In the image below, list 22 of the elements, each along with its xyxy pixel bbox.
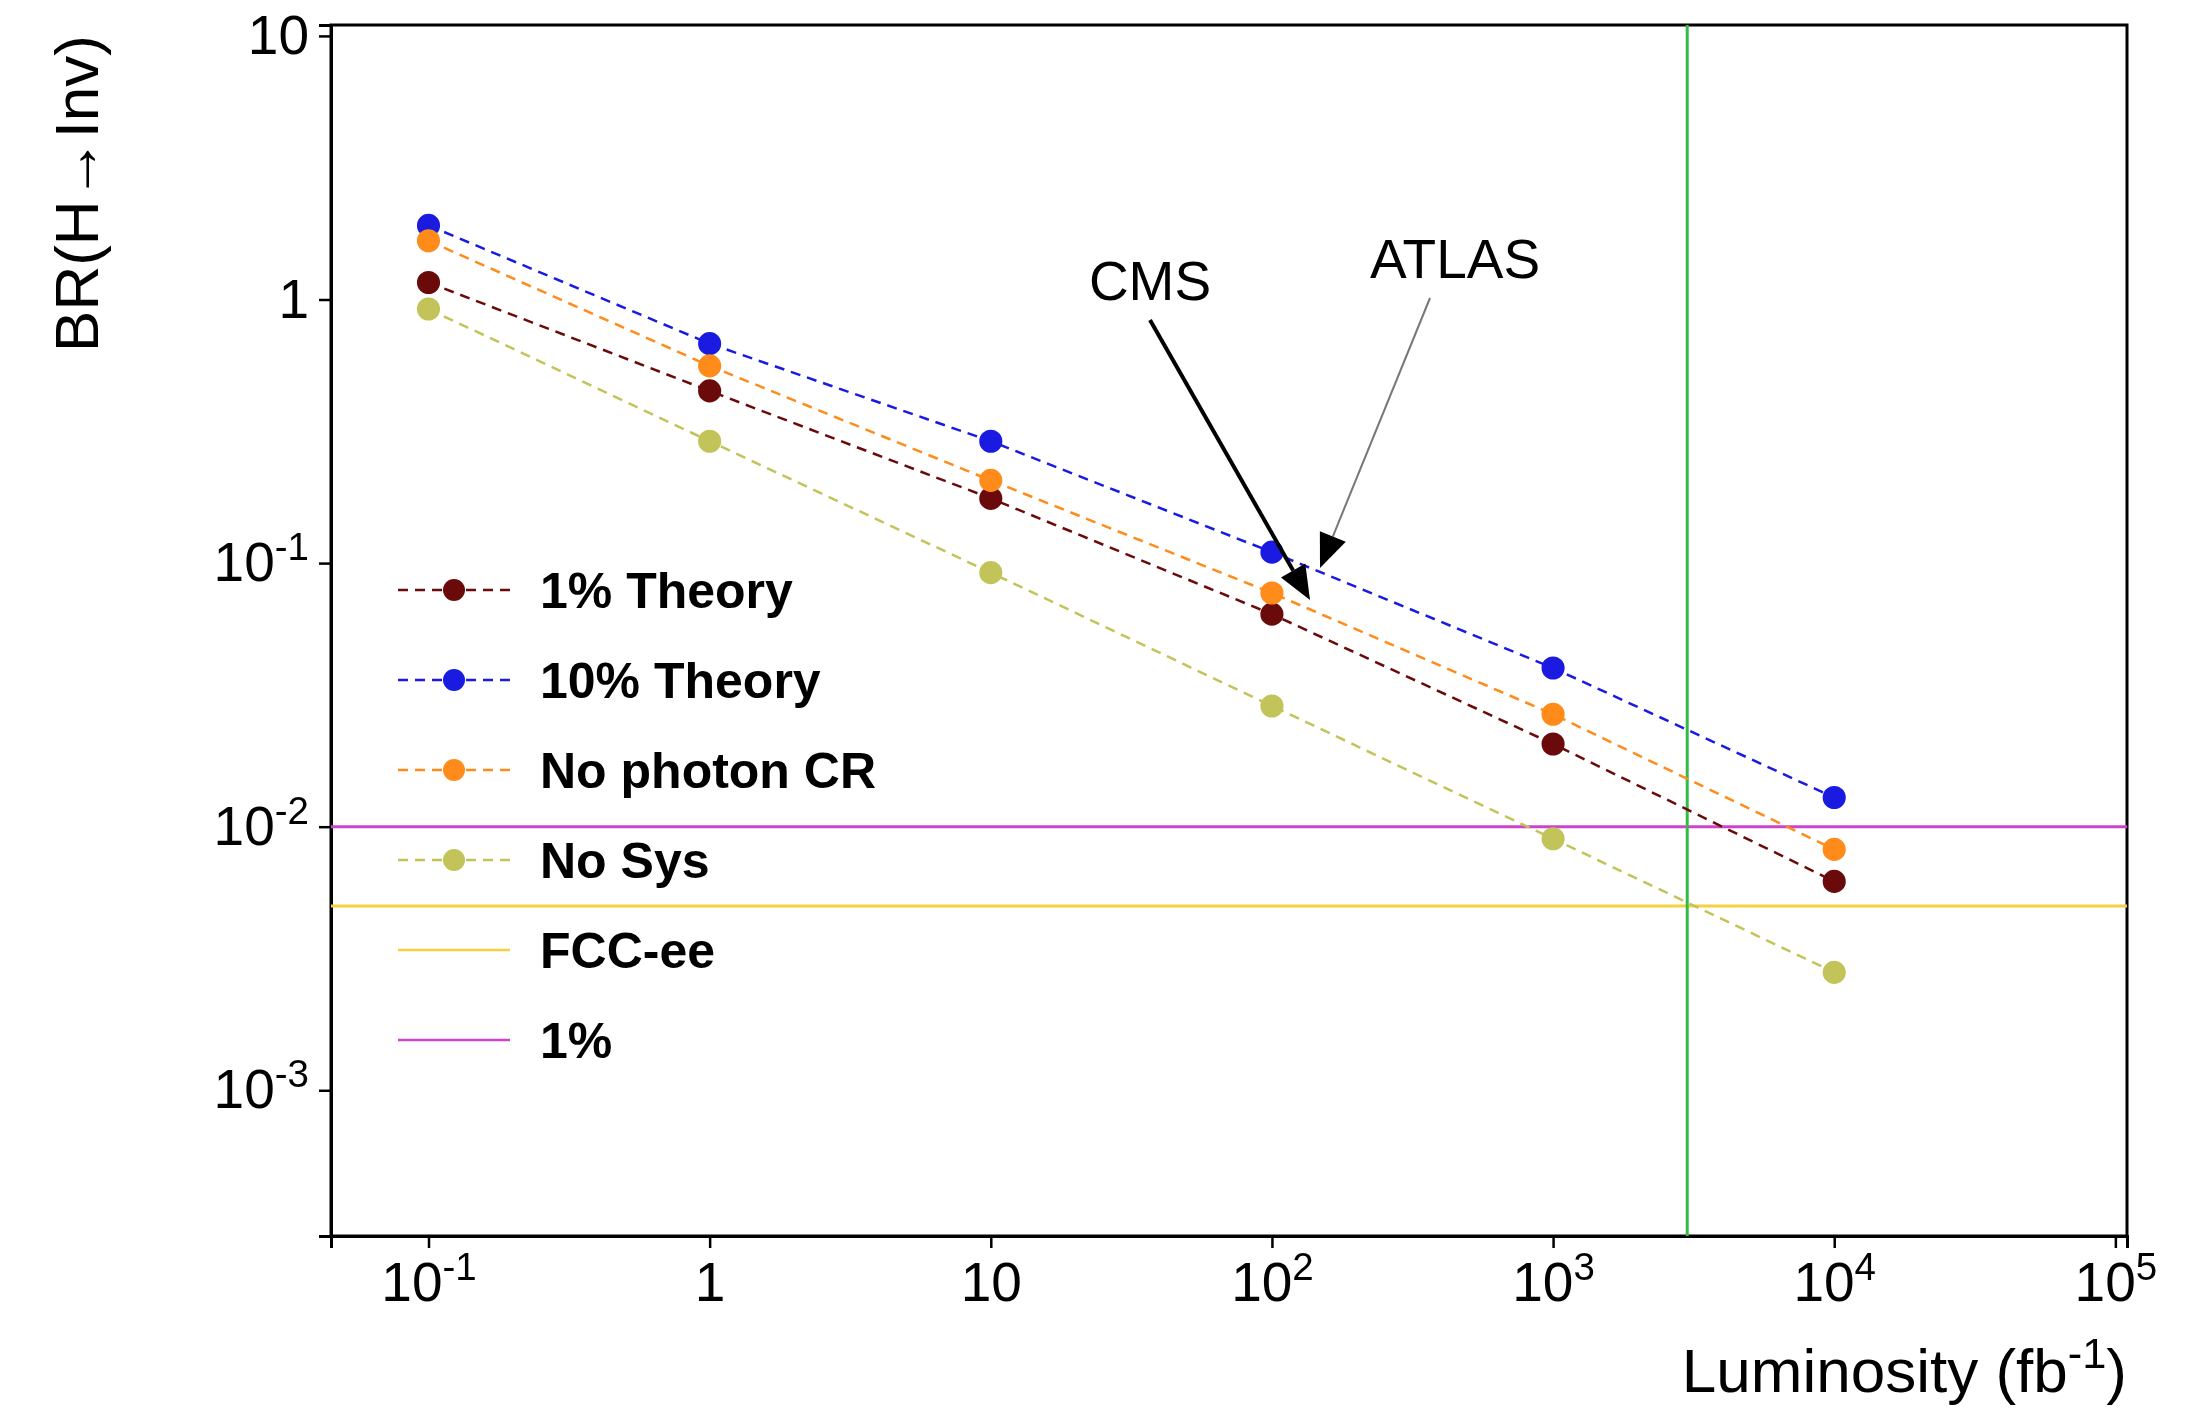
x-tick-label: 10$^{5}$ xyxy=(2074,1244,2158,1314)
x-axis-title: Luminosity (fb$^{-1}$) xyxy=(1681,1329,2127,1405)
y-tick-label: 10$^{-2}$ xyxy=(213,788,309,857)
x-tick-label: 10$^{2}$ xyxy=(1231,1244,1314,1314)
legend-label: No photon CR xyxy=(540,742,877,799)
x-tick-label: 10 xyxy=(960,1251,1022,1314)
legend-label: 10% Theory xyxy=(540,652,821,709)
legend-label: No Sys xyxy=(540,832,710,889)
legend-label: 1% xyxy=(540,1012,613,1069)
x-tick-label: 10$^{3}$ xyxy=(1512,1244,1595,1314)
legend-label: 1% Theory xyxy=(540,562,794,619)
legend-label: FCC-ee xyxy=(540,922,716,979)
y-axis-title: BR(H→Inv) xyxy=(42,35,111,352)
y-tick-label: 1 xyxy=(278,267,309,330)
annotation: CMS xyxy=(1088,250,1212,312)
x-tick-label: 10$^{4}$ xyxy=(1793,1244,1877,1314)
y-tick-label: 10$^{-1}$ xyxy=(213,524,309,594)
annotation: ATLAS xyxy=(1370,228,1541,290)
x-tick-label: 1 xyxy=(694,1251,726,1314)
y-tick-label: 10 xyxy=(247,4,309,67)
x-tick-label: 10$^{-1}$ xyxy=(381,1244,477,1314)
y-tick-label: 10$^{-3}$ xyxy=(213,1051,309,1121)
